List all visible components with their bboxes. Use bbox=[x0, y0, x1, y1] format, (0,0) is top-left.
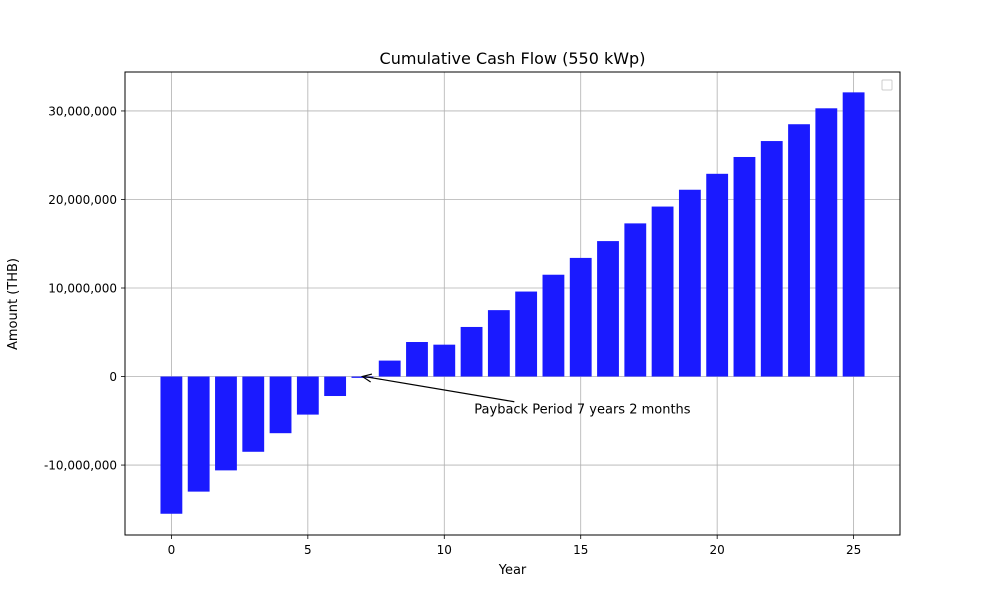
bar bbox=[515, 291, 538, 377]
bar bbox=[187, 376, 210, 492]
bar bbox=[678, 189, 701, 377]
bar bbox=[324, 376, 347, 397]
bar bbox=[760, 141, 783, 377]
bar bbox=[269, 376, 292, 434]
y-axis-label: Amount (THB) bbox=[6, 258, 21, 350]
bar bbox=[406, 342, 428, 377]
x-tick-label: 5 bbox=[304, 543, 312, 557]
bar bbox=[242, 376, 265, 452]
y-tick-label: 0 bbox=[109, 370, 117, 384]
y-tick-label: -10,000,000 bbox=[44, 459, 117, 473]
bar bbox=[651, 206, 674, 377]
x-axis-label: Year bbox=[498, 563, 527, 578]
payback-annotation: Payback Period 7 years 2 months bbox=[360, 373, 691, 418]
legend-box bbox=[881, 79, 893, 91]
bar bbox=[569, 257, 592, 377]
bar bbox=[487, 310, 510, 377]
bar bbox=[378, 360, 401, 377]
bar bbox=[215, 376, 237, 471]
plot-frame bbox=[124, 71, 901, 536]
bar bbox=[815, 108, 838, 377]
bar bbox=[788, 124, 810, 377]
annotation-arrow-line bbox=[364, 375, 515, 403]
x-tick-label: 20 bbox=[710, 543, 725, 557]
bar bbox=[624, 223, 647, 377]
bar bbox=[706, 173, 729, 377]
y-tick-label: 10,000,000 bbox=[48, 282, 117, 296]
bar bbox=[460, 326, 483, 377]
y-tick-label: 30,000,000 bbox=[48, 104, 117, 118]
x-tick-label: 25 bbox=[846, 543, 861, 557]
bar bbox=[433, 344, 456, 377]
x-tick-label: 15 bbox=[573, 543, 588, 557]
annotation-arrowhead bbox=[360, 373, 373, 383]
axes: 0 5 10 15 20 25 -10,000,000 0 10,000,000 20,000,0… bbox=[44, 71, 901, 557]
x-tick-label: 10 bbox=[437, 543, 452, 557]
bars bbox=[160, 92, 865, 514]
bar bbox=[842, 92, 865, 377]
chart-title: Cumulative Cash Flow (550 kWp) bbox=[380, 49, 646, 68]
annotation-text: Payback Period 7 years 2 months bbox=[474, 403, 691, 418]
bar bbox=[542, 274, 565, 377]
bar bbox=[160, 376, 183, 514]
y-tick-label: 20,000,000 bbox=[48, 193, 117, 207]
bar bbox=[733, 156, 756, 377]
bar bbox=[296, 376, 319, 415]
x-tick-label: 0 bbox=[168, 543, 176, 557]
bar bbox=[597, 241, 619, 377]
